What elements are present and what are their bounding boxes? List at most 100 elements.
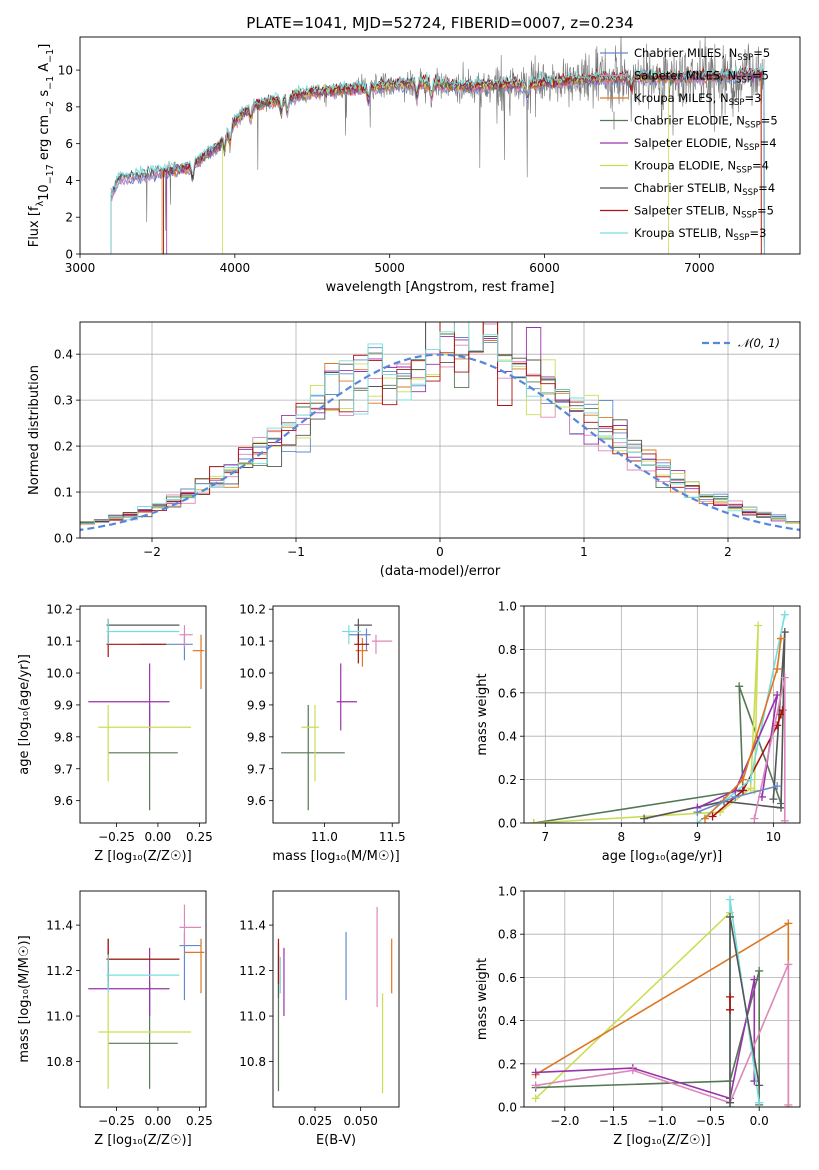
y-tick-label: 1.0 xyxy=(498,885,517,899)
y-axis-label-part: 10 xyxy=(37,184,52,201)
axes-frame xyxy=(79,321,801,539)
observed-spectrum xyxy=(110,37,765,231)
plot-area xyxy=(110,37,765,254)
weight-point xyxy=(780,673,789,682)
y-tick-label: 10.8 xyxy=(239,1055,266,1069)
weight-point xyxy=(693,819,702,823)
legend-eq: = xyxy=(757,204,767,218)
y-axis-label: Flux [fλ10−17 erg cm−2 s−1 A−1] xyxy=(27,44,56,248)
weight-point xyxy=(693,808,702,817)
weight-line-kroupa-miles xyxy=(704,638,782,820)
y-tick-label: 0.4 xyxy=(54,348,73,362)
weight-point xyxy=(780,610,789,619)
weight-line-chabrier-elodie xyxy=(533,686,782,823)
legend-nssp-value: 4 xyxy=(768,181,775,195)
x-axis-label: wavelength [Angstrom, rest frame] xyxy=(326,280,555,295)
legend-n-sub: SSP xyxy=(737,53,753,63)
y-axis-label: age [log₁₀(age/yr)] xyxy=(17,654,32,775)
weight-point xyxy=(726,895,735,904)
x-tick-label: 1 xyxy=(580,545,588,559)
legend-name: Chabrier MILES xyxy=(634,46,721,60)
x-tick-label: 0.00 xyxy=(145,830,172,844)
legend-entry: Salpeter MILES, NSSP=5 xyxy=(634,69,769,86)
legend-n: N xyxy=(729,46,738,60)
legend-eq: = xyxy=(760,136,770,150)
weight-point xyxy=(738,775,747,784)
legend-nssp-value: 4 xyxy=(762,159,769,173)
weight-point xyxy=(529,819,538,823)
x-axis-label: mass [log₁₀(M/M☉)] xyxy=(272,849,399,864)
mass-weight-vs-metallicity-panel: −2.0 −1.5 −1.0 −0.5 0.0 0.0 0.2 0.4 0.6 0.8 1.0 Z [… xyxy=(475,885,801,1148)
legend-entry: Kroupa ELODIE, NSSP=4 xyxy=(634,159,769,176)
legend-n-sub: SSP xyxy=(741,211,757,221)
x-tick-label: −1.0 xyxy=(647,1114,676,1128)
legend-n: N xyxy=(736,114,745,128)
x-tick-label: −0.5 xyxy=(696,1114,725,1128)
x-tick-label: 0.0 xyxy=(750,1114,769,1128)
weight-point xyxy=(755,966,764,975)
y-axis-label: mass [log₁₀(M/M☉)] xyxy=(17,935,32,1062)
y-tick-label: 8 xyxy=(65,100,73,114)
x-tick-label: 0 xyxy=(436,545,444,559)
weight-point xyxy=(784,960,793,969)
x-tick-label: −0.25 xyxy=(98,1114,135,1128)
x-tick-label: 0.050 xyxy=(343,1114,377,1128)
y-axis-label-part: Flux [f xyxy=(27,206,42,247)
x-tick-label: 7 xyxy=(541,830,549,844)
y-axis-label-part: −1 xyxy=(45,49,56,63)
x-tick-label: 7000 xyxy=(684,261,715,275)
y-tick-label: 11.2 xyxy=(239,964,266,978)
weight-point xyxy=(746,775,755,784)
weight-point xyxy=(726,1098,735,1107)
weight-point xyxy=(776,803,785,812)
legend-space: , xyxy=(726,181,733,195)
legend-n-sub: SSP xyxy=(729,98,745,108)
y-axis-label-part: λ xyxy=(35,200,46,206)
legend-entry: Salpeter STELIB, NSSP=5 xyxy=(634,204,774,221)
legend-nssp-value: 5 xyxy=(763,46,770,60)
legend-eq: = xyxy=(744,91,754,105)
weight-point xyxy=(750,975,759,984)
x-tick-label: 0.25 xyxy=(186,830,213,844)
legend-name: Kroupa STELIB xyxy=(634,226,718,240)
plot-area xyxy=(529,610,789,823)
legend-n-sub: SSP xyxy=(745,121,761,131)
y-tick-label: 9.7 xyxy=(247,762,266,776)
y-tick-label: 0.2 xyxy=(498,1057,517,1071)
weight-point xyxy=(776,710,785,719)
axes-frame xyxy=(523,605,801,824)
legend-name: Kroupa ELODIE xyxy=(634,159,720,173)
chart-title: PLATE=1041, MJD=52724, FIBERID=0007, z=0… xyxy=(246,14,633,32)
y-tick-label: 11.4 xyxy=(239,919,266,933)
age-vs-metallicity-panel: −0.25 0.00 0.25 9.6 9.7 9.8 9.9 10.0 10.1 10.2 Z [… xyxy=(17,603,213,864)
plot-area xyxy=(80,322,800,532)
y-tick-label: 9.8 xyxy=(247,730,266,744)
weight-point xyxy=(750,814,759,823)
legend-space: , xyxy=(713,91,720,105)
spectrum-panel: 3000 4000 5000 6000 7000 0 2 4 6 8 10 wavelength [A… xyxy=(27,14,801,295)
y-tick-label: 0.0 xyxy=(498,1101,517,1115)
weight-point xyxy=(780,628,789,637)
weight-point xyxy=(531,1081,540,1090)
weight-point xyxy=(531,1094,540,1103)
y-tick-label: 0.6 xyxy=(498,686,517,700)
weight-point xyxy=(731,792,740,801)
legend-name: Chabrier ELODIE xyxy=(634,114,729,128)
y-axis-label-part: −1 xyxy=(45,76,56,90)
x-tick-label: 9 xyxy=(694,830,702,844)
residuals-histogram-panel: −2 −1 0 1 2 0.0 0.1 0.2 0.3 0.4 (data-model)/error… xyxy=(27,321,801,579)
plot-area xyxy=(88,904,205,1089)
legend-entry: Kroupa MILES, NSSP=3 xyxy=(634,91,761,108)
weight-point xyxy=(784,1100,793,1107)
age-vs-mass-panel: 11.0 11.5 9.6 9.7 9.8 9.9 10.0 10.1 10.2 mass [lo… xyxy=(239,603,405,864)
legend-nssp-value: 4 xyxy=(769,136,776,150)
plot-area xyxy=(277,906,393,1094)
axes-frame xyxy=(79,890,207,1108)
y-tick-label: 0.2 xyxy=(54,440,73,454)
x-tick-label: −1 xyxy=(287,545,305,559)
x-tick-label: −1.5 xyxy=(599,1114,628,1128)
legend-entry: Kroupa STELIB, NSSP=3 xyxy=(634,226,766,243)
legend-n: N xyxy=(727,159,736,173)
y-tick-label: 0.2 xyxy=(498,773,517,787)
model-spectrum-kroupa-stelib xyxy=(110,65,765,254)
